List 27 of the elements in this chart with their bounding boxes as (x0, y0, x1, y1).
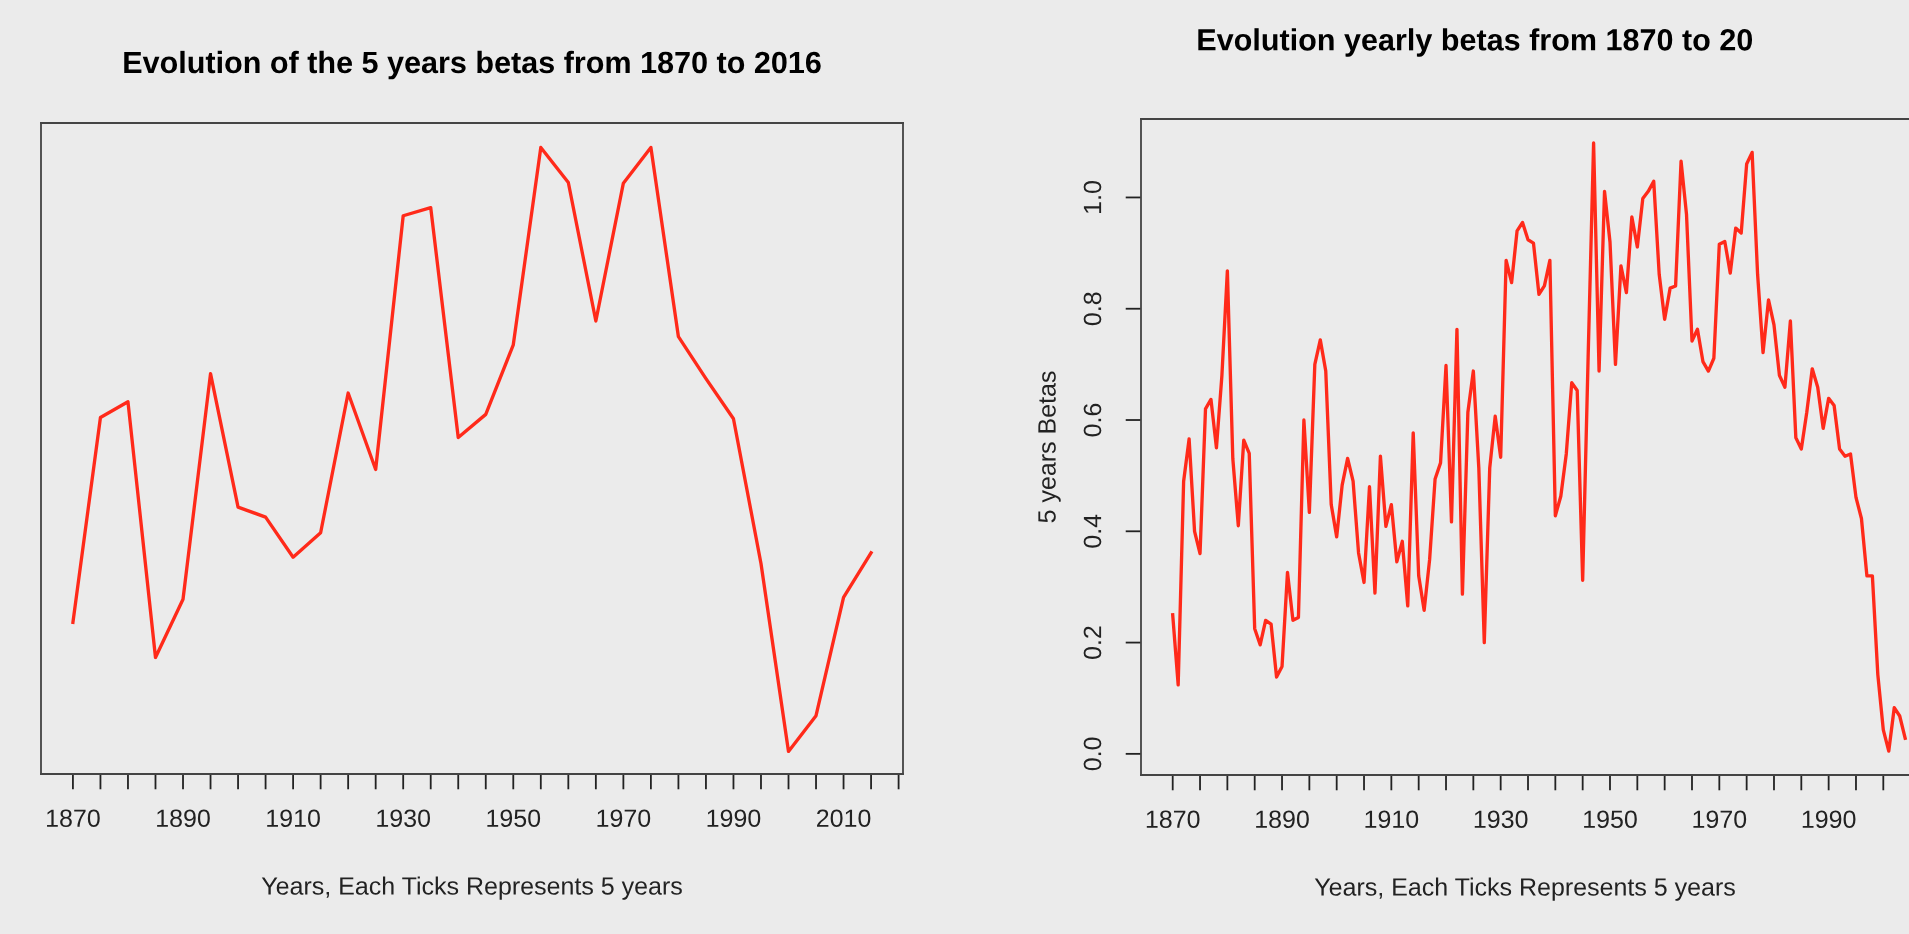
x-tick-label: 1910 (1365, 810, 1419, 829)
y-axis-title: 5 years Betas (1038, 371, 1061, 523)
y-tick-label: 0.0 (1083, 737, 1102, 771)
x-tick-label: 1890 (1256, 810, 1309, 829)
line-series (1171, 141, 1907, 753)
x-tick-label: 1970 (1693, 810, 1747, 829)
x-tick-label: 1990 (1802, 810, 1856, 829)
x-tick-label: 2010 (817, 809, 871, 828)
x-tick-label: 1950 (1584, 810, 1637, 829)
x-tick-label: 1950 (487, 809, 541, 828)
x-tick-label: 1870 (1146, 810, 1200, 829)
chart-title: Evolution of the 5 years betas from 1870 to 2016 (124, 50, 821, 80)
x-tick-label: 1930 (377, 809, 431, 828)
y-tick-label: 0.8 (1083, 292, 1102, 326)
x-tick-label: 1890 (157, 809, 210, 828)
chart-title: Evolution yearly betas from 1870 to 20 (1198, 28, 1753, 57)
x-tick-label: 1930 (1474, 810, 1528, 829)
x-tick-label: 1910 (267, 809, 320, 828)
y-tick-label: 0.6 (1083, 403, 1102, 437)
y-tick-label: 1.0 (1083, 181, 1102, 213)
y-tick-label: 0.2 (1083, 626, 1102, 659)
x-axis-title: Years, Each Ticks Represents 5 years (1314, 877, 1735, 901)
x-tick-label: 1990 (707, 809, 761, 828)
y-tick-label: 0.4 (1083, 514, 1102, 548)
x-tick-label: 1870 (47, 809, 100, 828)
x-axis-title: Years, Each Ticks Represents 5 years (261, 876, 682, 900)
x-tick-label: 1970 (597, 809, 651, 828)
